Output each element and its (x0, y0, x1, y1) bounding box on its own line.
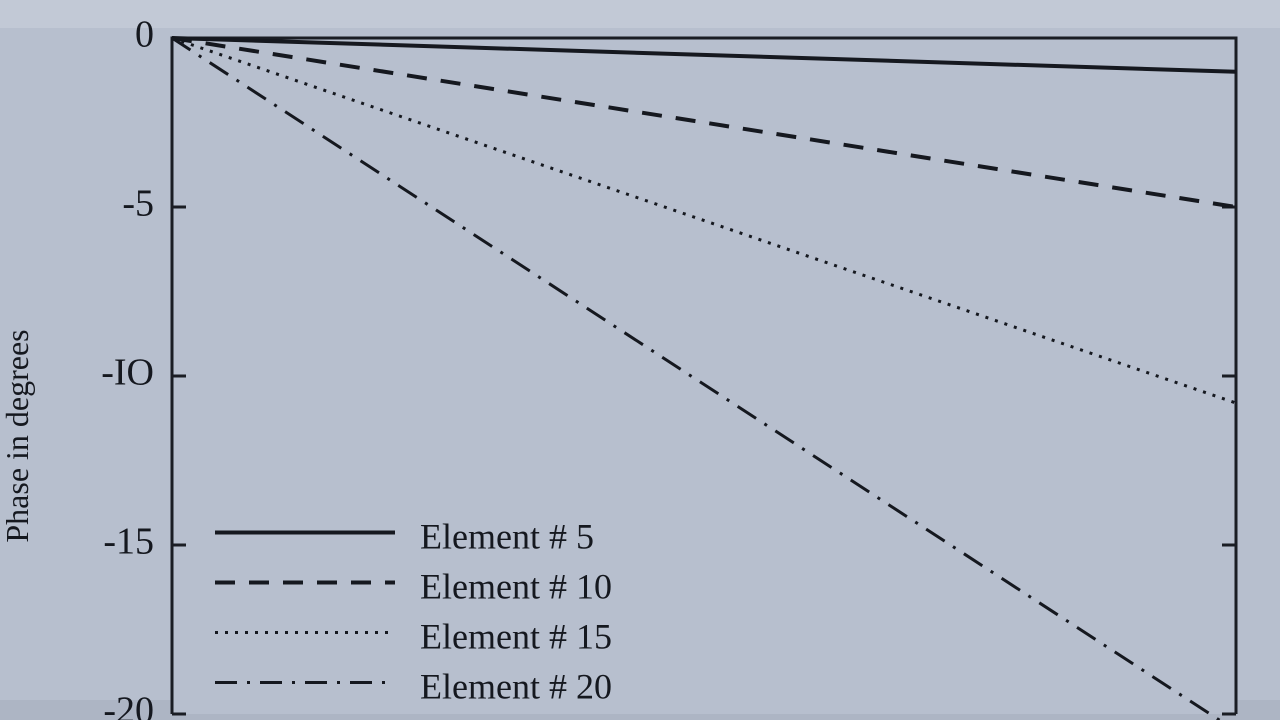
phase-line-chart: 0 -5 -IO -15 -20 Phase in degrees Element # 5 E… (0, 0, 1280, 720)
ytick-label: -15 (103, 521, 154, 563)
ytick-label: -20 (103, 690, 154, 720)
ytick-label: 0 (135, 14, 154, 56)
y-axis-label: Phase in degrees (0, 329, 35, 542)
chart-container: 0 -5 -IO -15 -20 Phase in degrees Element # 5 E… (0, 0, 1280, 720)
ytick-label: -5 (122, 183, 154, 225)
legend-label: Element # 5 (420, 516, 594, 556)
plot-area (172, 38, 1236, 714)
legend-label: Element # 10 (420, 566, 612, 606)
legend-label: Element # 20 (420, 666, 612, 706)
top-band (0, 0, 1280, 28)
ytick-label: -IO (101, 352, 154, 394)
legend-label: Element # 15 (420, 616, 612, 656)
